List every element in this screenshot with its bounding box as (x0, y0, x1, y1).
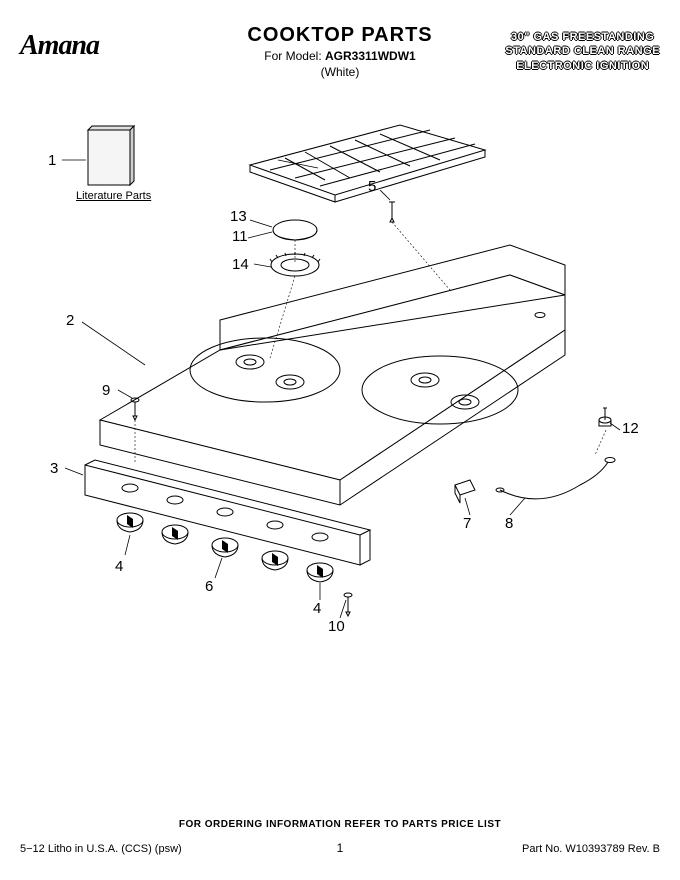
exploded-diagram: 1 2 3 4 4 5 6 7 8 9 10 11 12 13 14 Liter… (0, 90, 680, 770)
order-info: FOR ORDERING INFORMATION REFER TO PARTS … (179, 819, 501, 830)
part-wire-8 (496, 458, 615, 499)
model-prefix: For Model: (264, 49, 321, 63)
literature-parts-link[interactable]: Literature Parts (76, 190, 151, 202)
callout-10: 10 (328, 618, 345, 635)
title-block: COOKTOP PARTS For Model: AGR3311WDW1 (Wh… (247, 24, 432, 79)
part-igniter-12 (599, 408, 611, 426)
callout-7: 7 (463, 515, 471, 532)
callout-9: 9 (102, 382, 110, 399)
callout-13: 13 (230, 208, 247, 225)
callout-14: 14 (232, 256, 249, 273)
callout-5: 5 (368, 178, 376, 195)
part-bracket-7 (455, 480, 475, 503)
callout-4a: 4 (115, 558, 123, 575)
model-line: For Model: AGR3311WDW1 (247, 49, 432, 63)
callout-3: 3 (50, 460, 58, 477)
brand-logo: Amana (20, 30, 99, 62)
part-literature (88, 126, 134, 185)
part-screw-10 (344, 593, 352, 616)
model-number: AGR3311WDW1 (325, 49, 416, 63)
callout-4b: 4 (313, 600, 321, 617)
callout-11: 11 (232, 228, 248, 245)
footer-part-number: Part No. W10393789 Rev. B (522, 843, 660, 855)
part-burner-cap (273, 220, 317, 240)
spec-line-3: ELECTRONIC IGNITION (505, 59, 660, 73)
spec-line-1: 30" GAS FREESTANDING (505, 30, 660, 44)
page: Amana COOKTOP PARTS For Model: AGR3311WD… (0, 0, 680, 880)
part-cooktop (100, 245, 565, 505)
color-line: (White) (247, 65, 432, 79)
spec-line-2: STANDARD CLEAN RANGE (505, 44, 660, 58)
callout-12: 12 (622, 420, 639, 437)
footer-page-number: 1 (337, 841, 344, 855)
part-screw-5 (389, 202, 395, 222)
spec-block: 30" GAS FREESTANDING STANDARD CLEAN RANG… (505, 30, 660, 73)
callout-8: 8 (505, 515, 513, 532)
part-burner-base (270, 252, 320, 276)
footer-left: 5−12 Litho in U.S.A. (CCS) (psw) (20, 843, 182, 855)
page-title: COOKTOP PARTS (247, 24, 432, 47)
callout-6: 6 (205, 578, 213, 595)
callout-1: 1 (48, 152, 56, 169)
callout-2: 2 (66, 312, 74, 329)
